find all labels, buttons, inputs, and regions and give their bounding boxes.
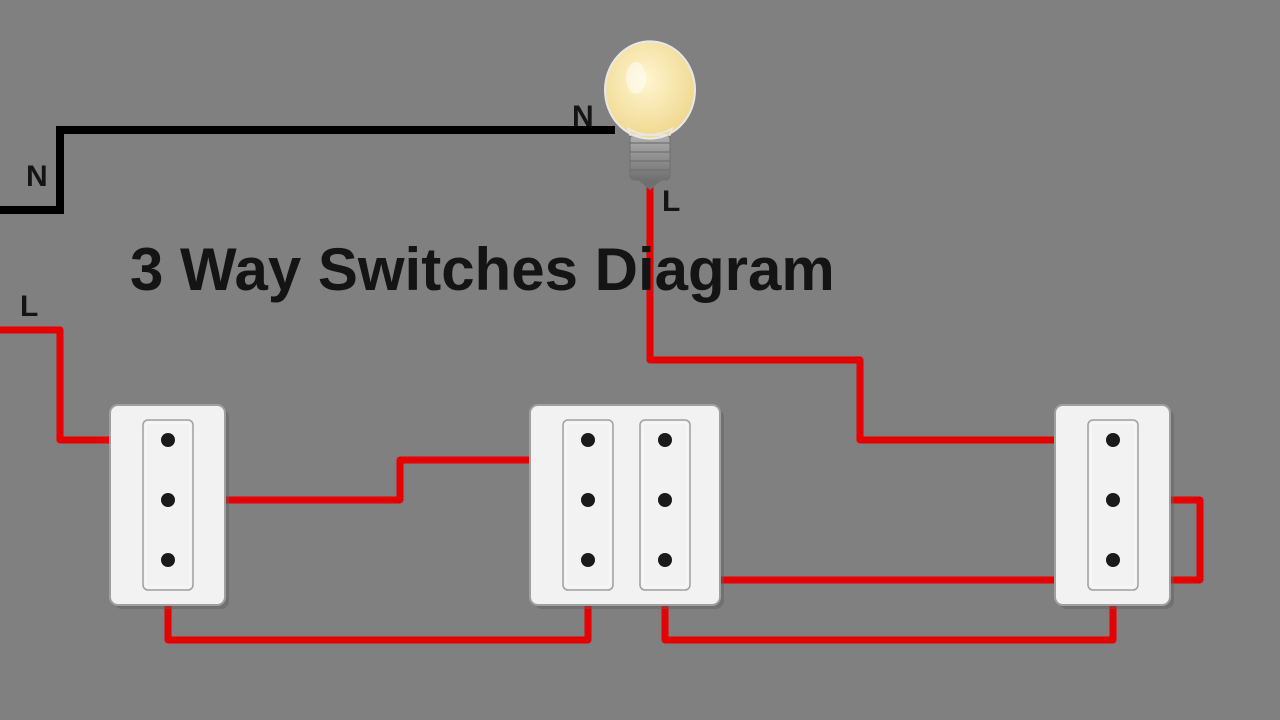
terminal-sw3.L2 [1106,553,1120,567]
terminal-sw2b.L1 [658,433,672,447]
bulb-glass [605,41,695,138]
terminal-sw2a.C [581,493,595,507]
diagram-title: 3 Way Switches Diagram [130,235,835,304]
terminal-sw1.C [161,493,175,507]
terminal-sw2b.L2 [658,553,672,567]
terminal-sw2b.C [658,493,672,507]
wire-label-N: N [572,100,594,134]
bulb-base [630,135,670,180]
terminal-sw2a.L2 [581,553,595,567]
terminal-sw1.L2 [161,553,175,567]
wire-label-N: N [26,160,48,194]
terminal-sw3.C [1106,493,1120,507]
wire-label-L: L [20,290,38,324]
wire-label-L: L [662,185,680,219]
terminal-sw2a.L1 [581,433,595,447]
wiring-diagram-canvas: 3 Way Switches Diagram N N L L [0,0,1280,720]
switch-plate-sw2 [530,405,720,605]
terminal-sw1.L1 [161,433,175,447]
terminal-sw3.L1 [1106,433,1120,447]
diagram-svg [0,0,1280,720]
